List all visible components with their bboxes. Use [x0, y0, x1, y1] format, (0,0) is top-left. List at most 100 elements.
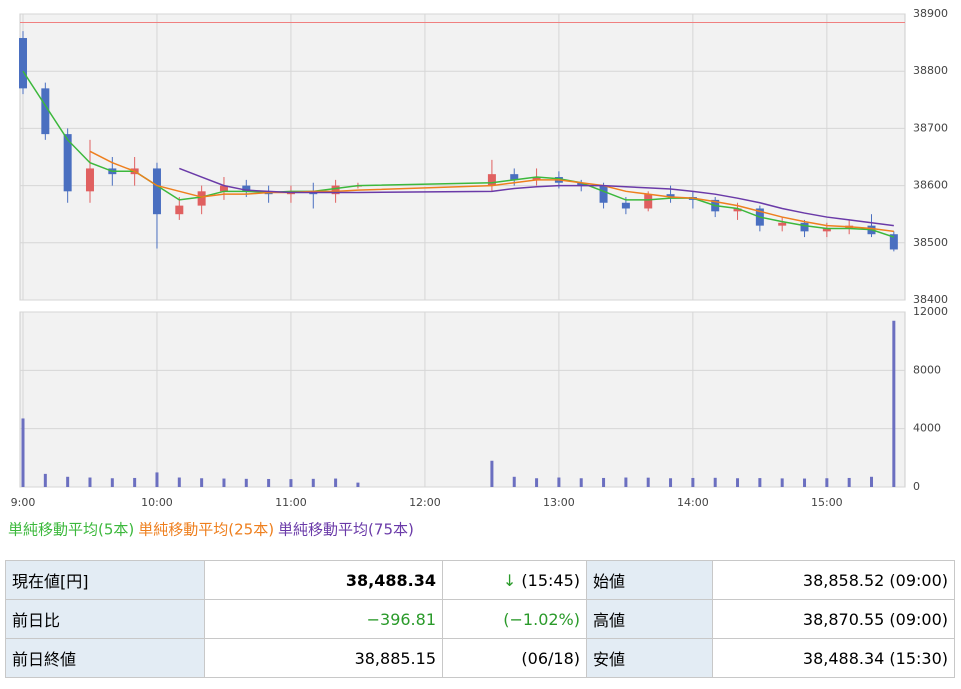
y-tick-label: 4000	[913, 422, 941, 435]
volume-bar	[133, 477, 137, 487]
candle-body	[666, 194, 675, 198]
legend-entry: 単純移動平均(75本)	[278, 521, 414, 539]
quote-table: 現在値[円] 38,488.34 ↓ (15:45) 始値 38,858.52 …	[5, 560, 955, 678]
y-tick-label: 8000	[913, 363, 941, 376]
candle-body	[599, 185, 608, 203]
cell: 38,885.15	[204, 638, 443, 678]
candle-body	[510, 174, 519, 180]
candle-body	[331, 185, 340, 195]
volume-bar	[691, 477, 695, 487]
volume-bar	[579, 478, 583, 487]
legend-entry: 単純移動平均(5本)	[8, 521, 134, 539]
volume-bar	[780, 478, 784, 487]
candle-body	[644, 194, 653, 209]
volume-bar	[66, 476, 70, 487]
candle-body	[242, 185, 251, 192]
volume-bar	[646, 477, 650, 487]
candle-body	[175, 205, 184, 215]
volume-bar	[88, 477, 92, 487]
candle-body	[219, 185, 228, 192]
cell: (06/18)	[442, 638, 587, 678]
cell: 38,488.34	[204, 560, 443, 600]
volume-bar	[713, 477, 717, 487]
volume-bar	[870, 476, 874, 487]
ma-line	[89, 150, 894, 233]
volume-bar	[289, 479, 293, 487]
legend-entry: 単純移動平均(25本)	[138, 521, 274, 539]
volume-bar	[311, 478, 315, 487]
x-tick-label: 14:00	[677, 496, 709, 509]
x-tick-label: 12:00	[409, 496, 441, 509]
candle-body	[621, 202, 630, 209]
x-tick-label: 11:00	[275, 496, 307, 509]
volume-bar	[21, 418, 25, 487]
cell: 38,858.52 (09:00)	[712, 560, 955, 600]
arrow: ↓	[502, 570, 517, 590]
cell: 現在値[円]	[5, 560, 205, 600]
cell: 始値	[586, 560, 713, 600]
candle-body	[197, 191, 206, 206]
candle-body	[487, 174, 496, 186]
cell: 安値	[586, 638, 713, 678]
volume-bar	[825, 478, 829, 487]
time: (15:45)	[521, 570, 580, 590]
volume-bar	[758, 478, 762, 487]
volume-bar	[624, 477, 628, 487]
cell: 38,488.34 (15:30)	[712, 638, 955, 678]
x-tick-label: 15:00	[811, 496, 843, 509]
volume-bar	[847, 477, 851, 487]
candle-body	[85, 168, 94, 192]
cell: −396.81	[204, 599, 443, 639]
volume-bar	[177, 477, 181, 487]
volume-bar	[669, 478, 673, 487]
y-tick-label: 38500	[913, 236, 948, 249]
price-panel	[19, 13, 906, 301]
ma-line	[179, 167, 894, 227]
volume-bar	[356, 482, 360, 487]
volume-bar	[334, 478, 338, 487]
volume-bar	[222, 478, 226, 487]
volume-bar	[512, 476, 516, 487]
volume-bar	[736, 478, 740, 487]
cell: ↓ (15:45)	[442, 560, 587, 600]
y-tick-label: 38800	[913, 64, 948, 77]
y-tick-label: 0	[913, 480, 920, 493]
chart: 9:00 10:00 11:00 12:00 13:00 14:00 15:00 38400 3…	[8, 7, 948, 539]
volume-bar	[535, 478, 539, 487]
candle-body	[63, 134, 72, 192]
volume-bar	[803, 478, 807, 487]
volume-bar	[244, 478, 248, 487]
volume-bar	[602, 477, 606, 487]
y-tick-label: 12000	[913, 305, 948, 318]
candle-body	[577, 182, 586, 186]
candle-body	[41, 88, 50, 135]
volume-bar	[43, 473, 47, 487]
cell: 高値	[586, 599, 713, 639]
y-tick-label: 38400	[913, 293, 948, 306]
x-tick-label: 13:00	[543, 496, 575, 509]
volume-bar	[267, 478, 271, 487]
x-tick-label: 9:00	[11, 496, 36, 509]
candle-body	[733, 208, 742, 212]
candle-body	[532, 177, 541, 180]
cell: 38,870.55 (09:00)	[712, 599, 955, 639]
candle-body	[778, 222, 787, 226]
volume-bar	[892, 320, 896, 487]
cell: (−1.02%)	[442, 599, 587, 639]
volume-bar	[110, 478, 114, 487]
y-tick-label: 38600	[913, 179, 948, 192]
y-tick-label: 38700	[913, 121, 948, 134]
candle-body	[800, 222, 809, 232]
candle-body	[889, 234, 898, 250]
volume-bar	[200, 478, 204, 487]
volume-panel	[19, 311, 906, 488]
y-tick-label: 38900	[913, 7, 948, 20]
volume-bar	[155, 472, 159, 487]
volume-bar	[557, 477, 561, 487]
cell: 前日比	[5, 599, 205, 639]
x-tick-label: 10:00	[141, 496, 173, 509]
volume-bar	[490, 460, 494, 487]
candle-body	[822, 228, 831, 232]
candle-body	[152, 168, 161, 215]
